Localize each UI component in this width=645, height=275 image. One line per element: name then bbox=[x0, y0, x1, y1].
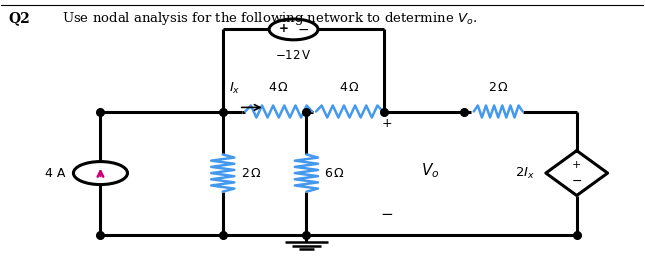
Text: +: + bbox=[382, 117, 392, 130]
Text: −: − bbox=[571, 175, 582, 188]
Text: Q2: Q2 bbox=[8, 12, 30, 26]
Text: +: + bbox=[278, 22, 288, 35]
Text: 4 A: 4 A bbox=[45, 167, 65, 180]
Text: $2\,\Omega$: $2\,\Omega$ bbox=[488, 81, 509, 94]
Text: $6\,\Omega$: $6\,\Omega$ bbox=[324, 167, 346, 180]
Text: Use nodal analysis for the following network to determine $V_o$.: Use nodal analysis for the following net… bbox=[62, 10, 477, 27]
Text: −: − bbox=[298, 23, 310, 37]
Text: $V_o$: $V_o$ bbox=[421, 161, 439, 180]
Text: +: + bbox=[572, 160, 581, 170]
Text: $4\,\Omega$: $4\,\Omega$ bbox=[268, 81, 290, 94]
Text: −: − bbox=[381, 207, 393, 222]
Text: $4\,\Omega$: $4\,\Omega$ bbox=[339, 81, 360, 94]
Text: $I_x$: $I_x$ bbox=[229, 81, 241, 97]
Text: $2I_x$: $2I_x$ bbox=[515, 166, 535, 181]
Text: $-12\,\mathrm{V}$: $-12\,\mathrm{V}$ bbox=[275, 49, 312, 62]
Text: $2\,\Omega$: $2\,\Omega$ bbox=[241, 167, 262, 180]
